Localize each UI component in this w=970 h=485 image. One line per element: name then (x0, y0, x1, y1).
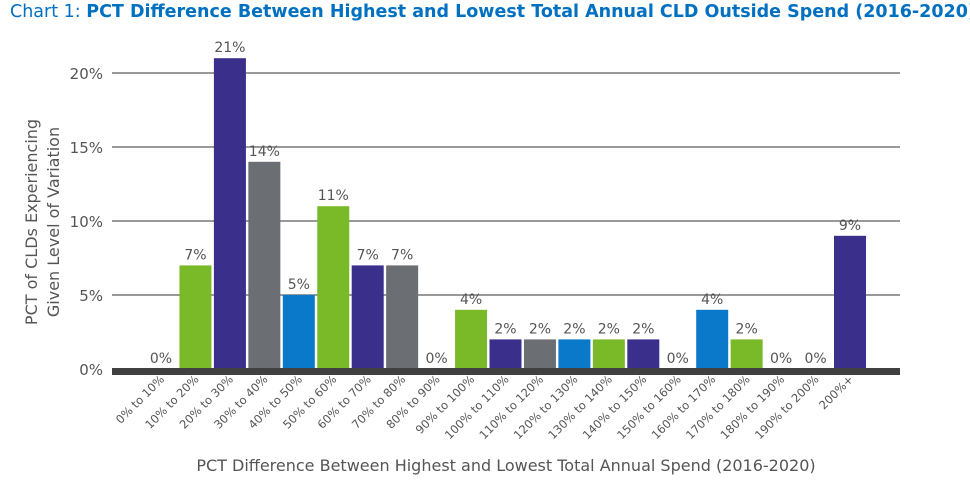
y-tick-label: 10% (70, 213, 103, 231)
y-tick-label: 15% (70, 139, 103, 157)
x-axis-ticks: 0% to 10%10% to 20%20% to 30%30% to 40%4… (113, 372, 856, 442)
bar (558, 339, 591, 369)
bar (489, 339, 522, 369)
value-label: 2% (494, 321, 516, 337)
value-label: 4% (460, 292, 482, 308)
bar (351, 265, 384, 369)
value-label: 11% (318, 188, 349, 204)
chart-title-text: PCT Difference Between Highest and Lowes… (86, 2, 970, 22)
bar (248, 161, 281, 369)
value-label: 0% (667, 351, 689, 367)
value-labels: 0% 7% 21% 14% 5% 11% 7% 7% 0% 4% 2% 2% 2% 2% 2% 0% 4% 2% 0… (150, 40, 861, 367)
value-label: 7% (357, 247, 379, 263)
chart-title: Chart 1: PCT Difference Between Highest … (10, 2, 970, 22)
value-label: 0% (425, 351, 447, 367)
bar (317, 206, 350, 369)
bar (730, 339, 763, 369)
value-label: 21% (214, 40, 245, 56)
value-label: 9% (839, 218, 861, 234)
x-axis-label: PCT Difference Between Highest and Lowes… (196, 456, 815, 475)
bar (213, 58, 246, 369)
x-axis-baseline (112, 368, 900, 375)
value-label: 5% (288, 277, 310, 293)
bar (834, 235, 866, 369)
y-tick-label: 20% (70, 65, 103, 83)
bar (179, 265, 212, 369)
value-label: 2% (529, 321, 551, 337)
value-label: 7% (184, 247, 206, 263)
y-axis-label-line: Given Level of Variation (44, 127, 63, 317)
value-label: 4% (701, 292, 723, 308)
value-label: 0% (804, 351, 826, 367)
y-tick-label: 5% (79, 287, 103, 305)
value-label: 2% (598, 321, 620, 337)
value-label: 0% (150, 351, 172, 367)
y-axis-ticks: 0% 5% 10% 15% 20% (70, 65, 103, 379)
value-label: 7% (391, 247, 413, 263)
bar (282, 295, 315, 369)
value-label: 2% (736, 321, 758, 337)
x-tick-label: 200%+ (816, 372, 856, 412)
bar (386, 265, 419, 369)
bar (523, 339, 556, 369)
value-label: 2% (563, 321, 585, 337)
y-axis-label: PCT of CLDs Experiencing Given Level of V… (22, 119, 63, 325)
bars (179, 58, 866, 369)
y-axis-label-line: PCT of CLDs Experiencing (22, 119, 41, 325)
chart-title-prefix: Chart 1: (10, 2, 81, 22)
value-label: 2% (632, 321, 654, 337)
bar (627, 339, 660, 369)
value-label: 0% (770, 351, 792, 367)
bar (455, 309, 488, 369)
value-label: 14% (249, 144, 280, 160)
bar (592, 339, 625, 369)
x-tick-label: 190% to 200% (752, 372, 822, 442)
bar (696, 309, 729, 369)
y-tick-label: 0% (79, 361, 103, 379)
